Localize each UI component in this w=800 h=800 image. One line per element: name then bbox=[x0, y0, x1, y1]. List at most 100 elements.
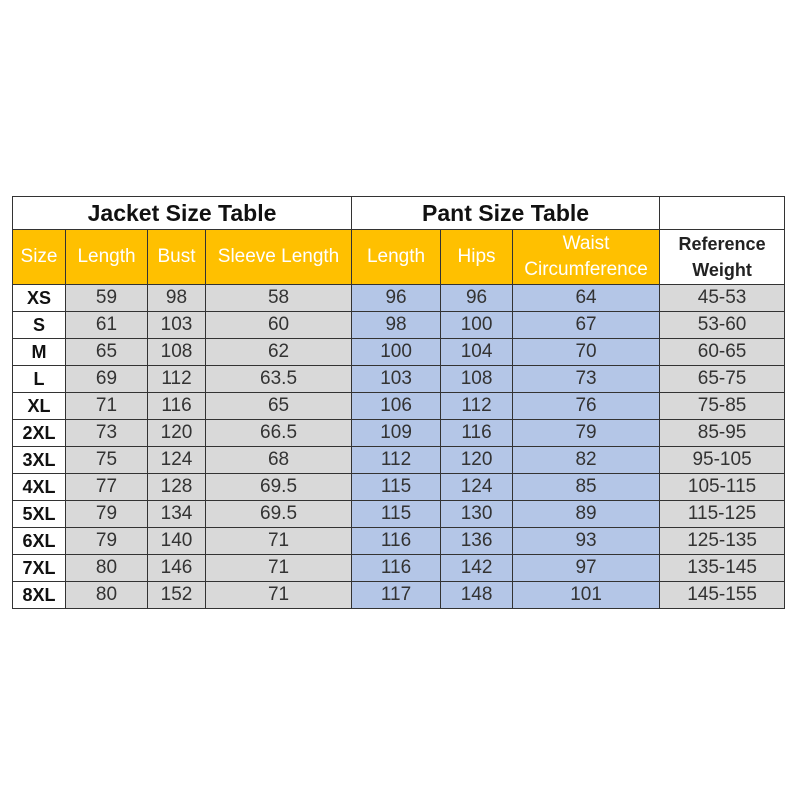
data-cell: 103 bbox=[351, 365, 442, 393]
data-cell: 148 bbox=[440, 581, 514, 609]
data-cell: 135-145 bbox=[659, 554, 786, 582]
data-cell: 104 bbox=[440, 338, 514, 366]
column-header: Bust bbox=[147, 229, 206, 285]
data-cell: 152 bbox=[147, 581, 206, 609]
data-cell: 101 bbox=[512, 581, 661, 609]
data-cell: 96 bbox=[440, 284, 514, 312]
data-row: S 61 103 60 98 100 67 53-60 bbox=[12, 311, 786, 339]
data-cell: 62 bbox=[204, 338, 353, 366]
data-cell: 145-155 bbox=[659, 581, 786, 609]
data-cell: 69 bbox=[65, 365, 148, 393]
data-cell: 95-105 bbox=[659, 446, 786, 474]
data-cell: 69.5 bbox=[204, 473, 353, 501]
data-cell: 112 bbox=[147, 365, 206, 393]
data-cell: 80 bbox=[65, 581, 148, 609]
data-cell: 112 bbox=[440, 392, 514, 420]
data-cell: 120 bbox=[440, 446, 514, 474]
data-cell: 117 bbox=[351, 581, 442, 609]
data-cell: 100 bbox=[351, 338, 442, 366]
data-cell: 85 bbox=[512, 473, 661, 501]
data-cell: 69.5 bbox=[204, 500, 353, 528]
data-row: XL 71 116 65 106 112 76 75-85 bbox=[12, 392, 786, 420]
data-cell: 79 bbox=[65, 527, 148, 555]
data-cell: 116 bbox=[351, 554, 442, 582]
column-header: Hips bbox=[440, 229, 514, 285]
size-table: Jacket Size Table Pant Size Table Size Le… bbox=[11, 196, 786, 609]
data-cell: 63.5 bbox=[204, 365, 353, 393]
size-cell: S bbox=[12, 311, 66, 339]
size-cell: XS bbox=[12, 284, 66, 312]
size-cell: 3XL bbox=[12, 446, 66, 474]
data-cell: 146 bbox=[147, 554, 206, 582]
column-header: Size bbox=[12, 229, 66, 285]
data-cell: 125-135 bbox=[659, 527, 786, 555]
table-body: Jacket Size Table Pant Size Table Size Le… bbox=[11, 196, 786, 609]
data-cell: 108 bbox=[440, 365, 514, 393]
data-cell: 116 bbox=[351, 527, 442, 555]
data-cell: 67 bbox=[512, 311, 661, 339]
size-cell: 8XL bbox=[12, 581, 66, 609]
data-cell: 103 bbox=[147, 311, 206, 339]
column-header: Length bbox=[351, 229, 442, 285]
data-cell: 70 bbox=[512, 338, 661, 366]
empty-cell bbox=[659, 196, 786, 230]
size-cell: 2XL bbox=[12, 419, 66, 447]
data-row: XS 59 98 58 96 96 64 45-53 bbox=[12, 284, 786, 312]
data-cell: 130 bbox=[440, 500, 514, 528]
data-cell: 116 bbox=[147, 392, 206, 420]
data-cell: 68 bbox=[204, 446, 353, 474]
data-cell: 89 bbox=[512, 500, 661, 528]
data-row: 5XL 79 134 69.5 115 130 89 115-125 bbox=[12, 500, 786, 528]
data-cell: 115-125 bbox=[659, 500, 786, 528]
data-cell: 140 bbox=[147, 527, 206, 555]
data-cell: 85-95 bbox=[659, 419, 786, 447]
data-row: M 65 108 62 100 104 70 60-65 bbox=[12, 338, 786, 366]
group-row: Jacket Size Table Pant Size Table bbox=[11, 196, 786, 230]
size-cell: 6XL bbox=[12, 527, 66, 555]
data-cell: 136 bbox=[440, 527, 514, 555]
data-cell: 65-75 bbox=[659, 365, 786, 393]
data-row: 8XL 80 152 71 117 148 101 145-155 bbox=[12, 581, 786, 609]
data-cell: 98 bbox=[147, 284, 206, 312]
size-cell: 7XL bbox=[12, 554, 66, 582]
data-cell: 75 bbox=[65, 446, 148, 474]
data-cell: 66.5 bbox=[204, 419, 353, 447]
group-header: Pant Size Table bbox=[351, 196, 661, 230]
data-cell: 73 bbox=[65, 419, 148, 447]
data-cell: 97 bbox=[512, 554, 661, 582]
header-row: Size Length Bust Sleeve Length Length Hips Wai… bbox=[12, 229, 786, 285]
data-cell: 108 bbox=[147, 338, 206, 366]
size-cell: L bbox=[12, 365, 66, 393]
data-cell: 71 bbox=[204, 527, 353, 555]
data-cell: 93 bbox=[512, 527, 661, 555]
column-header: Waist Circumference bbox=[512, 229, 661, 285]
data-cell: 65 bbox=[65, 338, 148, 366]
data-cell: 120 bbox=[147, 419, 206, 447]
data-cell: 112 bbox=[351, 446, 442, 474]
data-cell: 142 bbox=[440, 554, 514, 582]
data-cell: 82 bbox=[512, 446, 661, 474]
data-cell: 71 bbox=[65, 392, 148, 420]
group-header: Jacket Size Table bbox=[11, 196, 353, 230]
data-cell: 75-85 bbox=[659, 392, 786, 420]
data-cell: 73 bbox=[512, 365, 661, 393]
data-cell: 98 bbox=[351, 311, 442, 339]
data-cell: 64 bbox=[512, 284, 661, 312]
data-row: L 69 112 63.5 103 108 73 65-75 bbox=[12, 365, 786, 393]
data-row: 3XL 75 124 68 112 120 82 95-105 bbox=[12, 446, 786, 474]
data-cell: 115 bbox=[351, 500, 442, 528]
data-cell: 76 bbox=[512, 392, 661, 420]
data-row: 7XL 80 146 71 116 142 97 135-145 bbox=[12, 554, 786, 582]
size-cell: 5XL bbox=[12, 500, 66, 528]
data-cell: 65 bbox=[204, 392, 353, 420]
data-cell: 77 bbox=[65, 473, 148, 501]
data-cell: 124 bbox=[147, 446, 206, 474]
data-row: 6XL 79 140 71 116 136 93 125-135 bbox=[12, 527, 786, 555]
data-cell: 79 bbox=[512, 419, 661, 447]
data-cell: 59 bbox=[65, 284, 148, 312]
data-cell: 60 bbox=[204, 311, 353, 339]
data-cell: 96 bbox=[351, 284, 442, 312]
data-cell: 128 bbox=[147, 473, 206, 501]
data-cell: 105-115 bbox=[659, 473, 786, 501]
column-header: Reference Weight bbox=[659, 229, 786, 285]
